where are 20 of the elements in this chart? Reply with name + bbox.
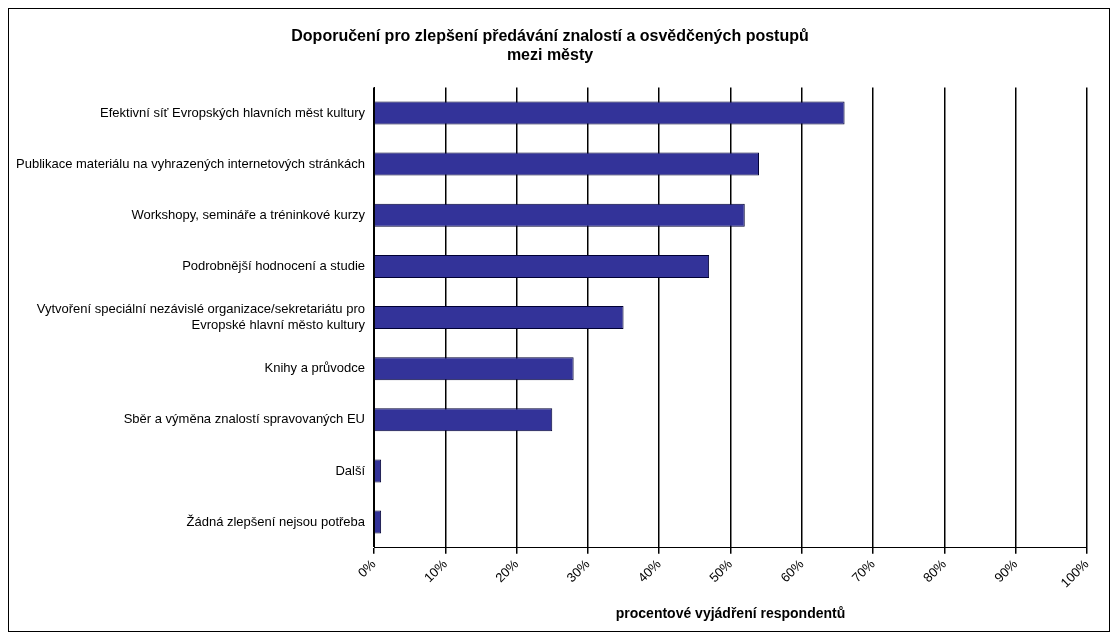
y-tick-label: Vytvoření speciální nezávislé organizace/sekretariátu pro Evropské hlavní město kultury xyxy=(36,301,366,332)
x-tick-label: 30% xyxy=(563,555,593,586)
y-tick-label: Žádná zlepšení nejsou potřeba xyxy=(186,513,366,529)
x-tick-label: 60% xyxy=(777,555,807,586)
y-tick-label: Publikace materiálu na vyhrazených internetových stránkách xyxy=(16,155,366,171)
x-tick-label: 90% xyxy=(991,555,1021,586)
y-tick-label: Podrobnější hodnocení a studie xyxy=(182,257,366,273)
x-tick-label: 50% xyxy=(706,555,736,586)
y-tick-label: Další xyxy=(335,462,366,478)
chart-title: Doporučení pro zlepšení předávání znalostí a osvědčených postupů mezi městy xyxy=(291,27,809,64)
x-tick-label: 40% xyxy=(634,555,665,586)
y-tick-label: Workshopy, semináře a tréninkové kurzy xyxy=(131,206,366,222)
x-tick-label: 80% xyxy=(920,555,950,586)
y-tick-label: Sběr a výměna znalostí spravovaných EU xyxy=(123,411,366,427)
y-tick-label: Efektivní síť Evropských hlavních měst kultury xyxy=(100,104,366,120)
x-tick-label: 0% xyxy=(354,555,379,581)
y-tick-label: Knihy a průvodce xyxy=(264,360,366,376)
x-tick-label: 10% xyxy=(420,555,451,586)
x-axis-title: procentové vyjádření respondentů xyxy=(615,605,846,622)
x-tick-label: 70% xyxy=(848,555,879,586)
